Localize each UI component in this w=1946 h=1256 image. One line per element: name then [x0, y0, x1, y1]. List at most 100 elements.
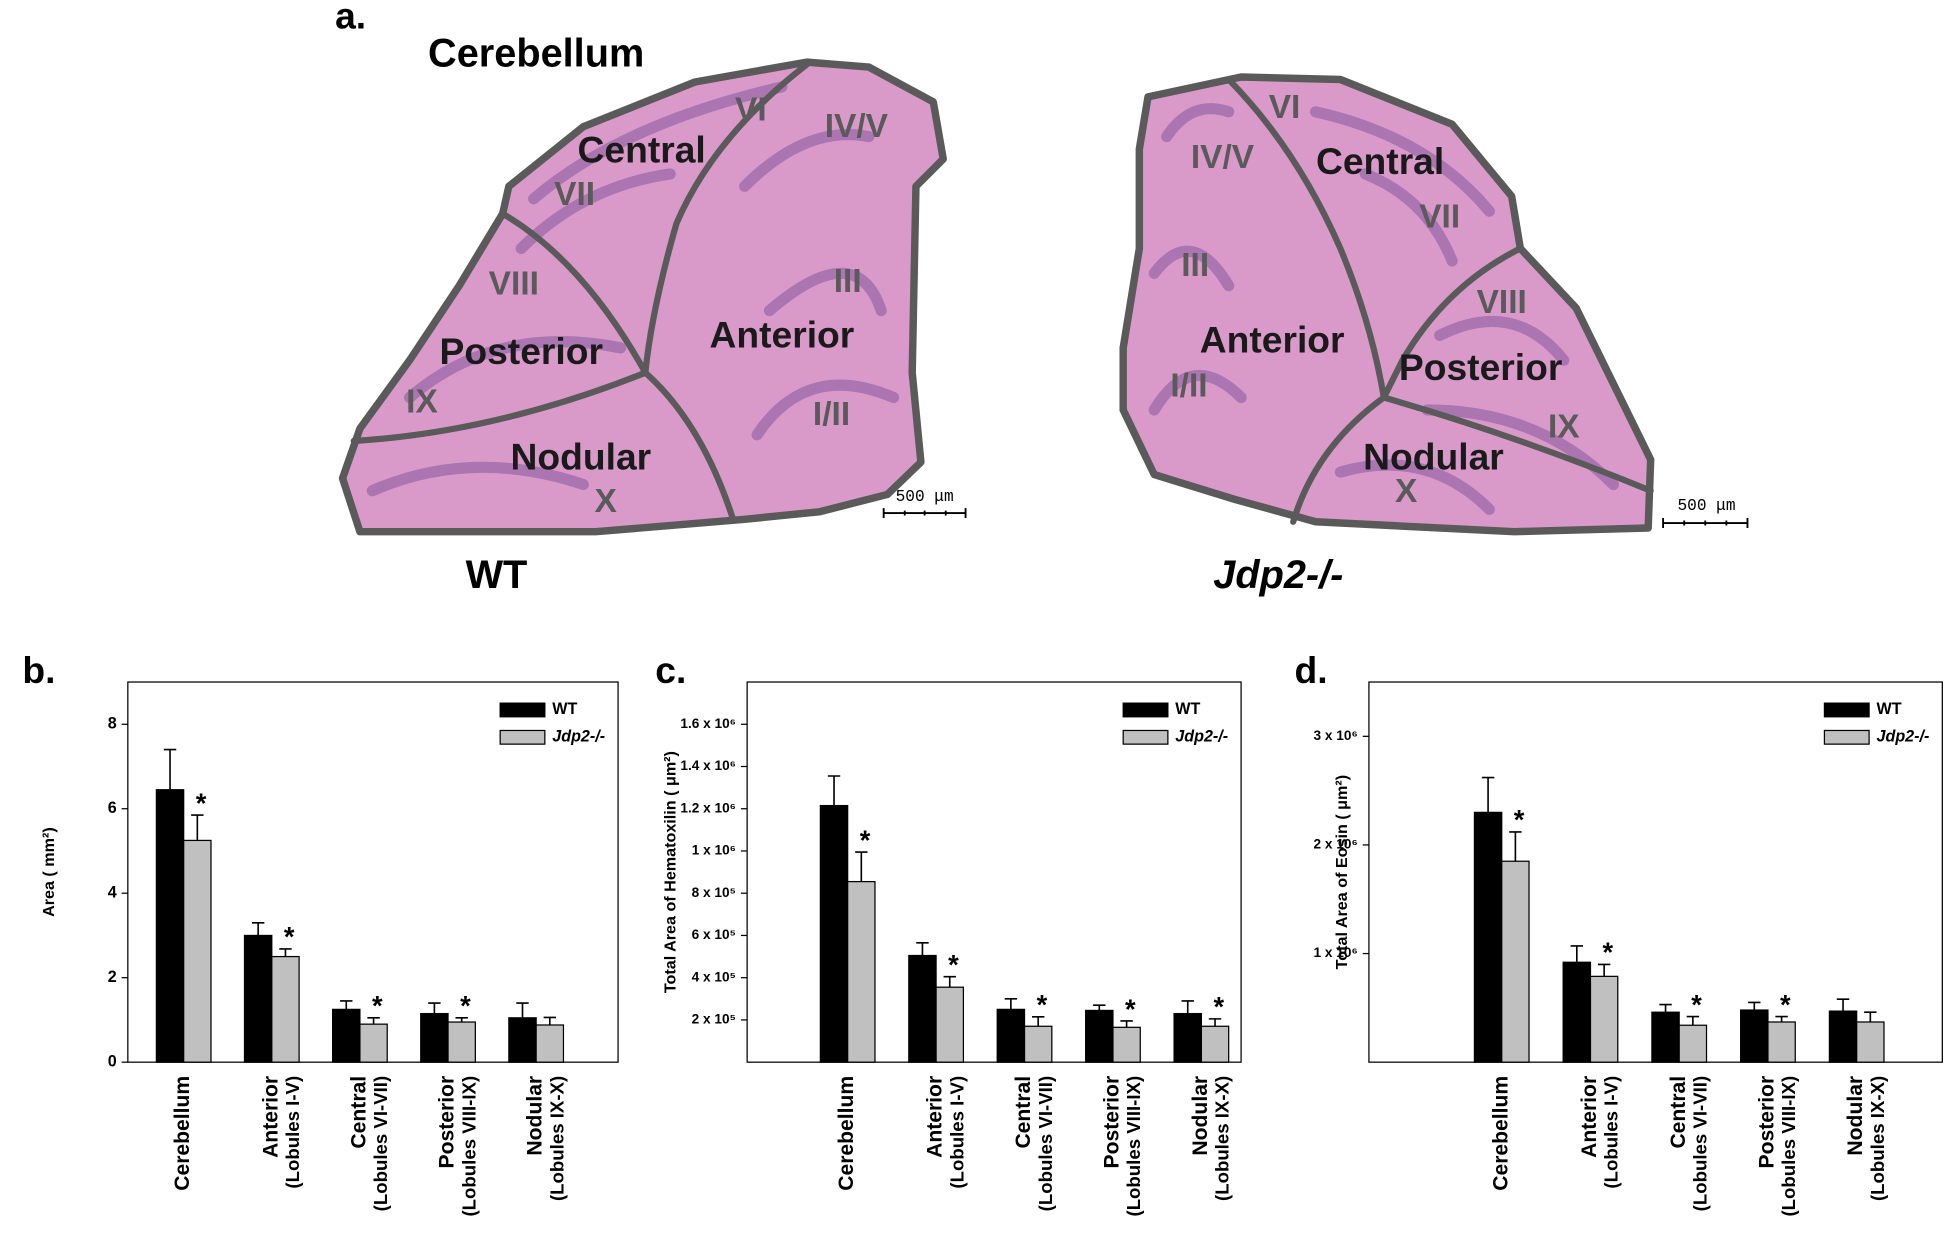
bar — [996, 1008, 1026, 1063]
bar — [1856, 1021, 1885, 1063]
significance-marker: * — [372, 990, 383, 1021]
legend-swatch — [1823, 729, 1870, 745]
significance-marker: * — [1213, 991, 1224, 1022]
y-tick-label: 4 x 10⁵ — [692, 969, 736, 984]
lobule-label: VII — [554, 176, 595, 213]
bar — [1173, 1012, 1203, 1063]
bar — [819, 804, 849, 1063]
significance-marker: * — [1037, 989, 1048, 1020]
y-tick-label: 6 — [108, 799, 117, 817]
region-label: Nodular — [1363, 435, 1504, 477]
lobule-label: III — [834, 263, 862, 300]
lobule-label: IV/V — [1191, 139, 1255, 176]
bar — [183, 839, 212, 1063]
error-bar — [428, 1002, 441, 1014]
legend-label: Jdp2-/- — [552, 728, 605, 746]
x-tick-label: (Lobules VIII-IX) — [458, 1076, 479, 1217]
y-tick-label: 2 x 10⁶ — [1314, 837, 1358, 852]
figure-group: a. Cerebellum VI IV/V VII VIII III IX I/… — [22, 0, 1943, 1217]
error-bar — [855, 851, 868, 882]
x-tick-label: (Lobules VIII-IX) — [1123, 1076, 1144, 1217]
x-tick-label: Anterior — [259, 1076, 282, 1158]
x-tick-label: Nodular — [524, 1076, 547, 1156]
error-bar — [1686, 1015, 1700, 1026]
bar — [447, 1021, 476, 1063]
lobule-label: IV/V — [825, 108, 889, 145]
significance-marker: * — [1603, 937, 1614, 968]
error-bar — [279, 948, 292, 957]
bar — [908, 954, 937, 1063]
significance-marker: * — [1125, 993, 1136, 1024]
significance-marker: * — [860, 824, 871, 855]
bar — [935, 986, 965, 1063]
y-axis-label: Total Area of Hematoxilin ( μm²) — [662, 751, 680, 993]
x-tick-label: Cerebellum — [835, 1076, 858, 1191]
lobule-label: VIII — [489, 266, 539, 303]
x-tick-label: (Lobules I-V) — [1601, 1076, 1622, 1189]
caption: Jdp2-/- — [1213, 553, 1343, 597]
folia — [1148, 103, 1620, 515]
significance-marker: * — [948, 949, 959, 980]
legend-swatch — [499, 702, 546, 718]
lobule-label: VIII — [1477, 284, 1527, 321]
x-tick-label: (Lobules IX-X) — [546, 1076, 567, 1201]
significance-marker: * — [1514, 804, 1525, 835]
error-bar — [916, 942, 929, 956]
y-tick-label: 0 — [108, 1052, 117, 1070]
legend-label: WT — [1877, 700, 1902, 718]
error-bar — [1093, 1004, 1106, 1011]
x-tick-label: (Lobules VI-VII) — [370, 1076, 391, 1212]
error-bar — [1031, 1015, 1045, 1027]
bar — [1501, 860, 1530, 1063]
panel-a: a. Cerebellum VI IV/V VII VIII III IX I/… — [335, 0, 1749, 597]
panel-label: a. — [335, 0, 366, 36]
bar — [420, 1012, 449, 1063]
caption: WT — [466, 553, 528, 597]
error-bar — [827, 775, 841, 806]
scale-bar-label: 500 μm — [896, 488, 954, 506]
legend-label: WT — [552, 700, 577, 718]
bar — [508, 1017, 537, 1063]
x-tick-label: Central — [348, 1076, 371, 1149]
error-bar — [455, 1017, 468, 1023]
bar — [1651, 1011, 1680, 1063]
y-tick-label: 8 — [108, 715, 117, 733]
error-bar — [943, 975, 956, 988]
error-bar — [1004, 998, 1018, 1010]
bar — [1200, 1025, 1230, 1063]
error-bar — [1836, 998, 1850, 1012]
bar — [1828, 1010, 1858, 1063]
error-bar — [1864, 1011, 1877, 1022]
lobule-label: I/II — [1170, 367, 1207, 404]
bar — [155, 789, 185, 1063]
legend-label: Jdp2-/- — [1175, 728, 1228, 746]
region-label: Anterior — [709, 314, 854, 356]
x-tick-label: Nodular — [1844, 1076, 1867, 1156]
bar — [535, 1024, 565, 1063]
x-tick-label: Nodular — [1189, 1076, 1212, 1156]
error-bar — [251, 921, 265, 936]
bar — [1740, 1009, 1769, 1063]
region-label: Posterior — [1399, 346, 1562, 388]
lobule-label: IX — [1548, 408, 1580, 445]
error-bar — [1120, 1020, 1133, 1028]
error-bar — [163, 748, 177, 790]
region-divider — [1225, 76, 1654, 525]
panel-label: c. — [655, 649, 686, 691]
lobule-label: I/II — [813, 396, 850, 433]
y-tick-label: 1 x 10⁶ — [692, 843, 736, 858]
panel-title: Cerebellum — [428, 31, 644, 75]
y-tick-label: 4 — [108, 883, 117, 901]
y-tick-label: 1.2 x 10⁶ — [680, 800, 736, 815]
bar — [1589, 975, 1619, 1063]
significance-marker: * — [1691, 989, 1702, 1020]
region-label: Central — [578, 129, 706, 171]
significance-marker: * — [196, 787, 207, 818]
y-tick-label: 8 x 10⁵ — [692, 885, 736, 900]
bar — [1767, 1021, 1796, 1063]
x-tick-label: Central — [1012, 1076, 1035, 1149]
error-bar — [340, 1000, 353, 1010]
